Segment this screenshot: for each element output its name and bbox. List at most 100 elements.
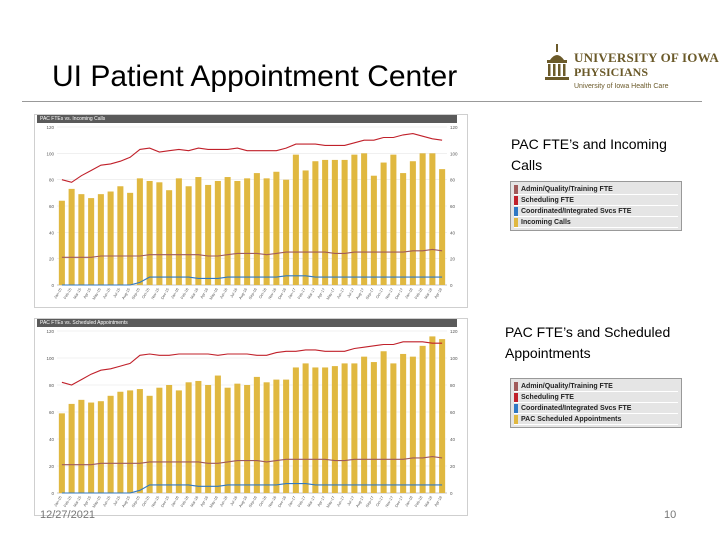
bar [185, 382, 192, 493]
bar [88, 198, 95, 285]
bar [351, 154, 358, 285]
y2-tick-label: 40 [450, 230, 456, 235]
bar [439, 169, 446, 285]
legend-label: Admin/Quality/Training FTE [521, 382, 613, 390]
x-tick-label: Mar-17 [307, 288, 316, 300]
bar [127, 390, 134, 493]
bar [361, 356, 368, 493]
x-tick-label: Feb-16 [180, 496, 189, 508]
bar [175, 178, 182, 285]
series-line [61, 275, 443, 286]
bar [322, 367, 329, 493]
bar [439, 339, 446, 493]
bar [263, 382, 270, 493]
legend-swatch [514, 403, 518, 413]
legend-swatch [514, 217, 518, 227]
y2-tick-label: 100 [450, 151, 458, 156]
bar [205, 184, 212, 285]
legend-item: Admin/Quality/Training FTE [514, 184, 678, 195]
bar [390, 154, 397, 285]
chart-title: PAC FTEs vs. Scheduled Appointments [37, 319, 457, 327]
bar [78, 194, 85, 285]
x-tick-label: Jun-15 [102, 496, 111, 508]
series-line [61, 248, 443, 258]
logo-healthcare-text: University of Iowa Health Care [574, 83, 669, 90]
series-line [61, 483, 443, 494]
bar [292, 367, 299, 493]
x-tick-label: Nov-15 [151, 288, 161, 301]
series-line [61, 341, 443, 386]
x-tick-label: Feb-17 [297, 496, 306, 508]
y2-tick-label: 120 [450, 329, 458, 334]
x-tick-label: Dec-15 [160, 288, 170, 301]
legend-label: PAC Scheduled Appointments [521, 415, 622, 423]
x-tick-label: Nov-17 [385, 288, 395, 301]
legend-swatch [514, 381, 518, 391]
bar [380, 162, 387, 285]
bar [419, 153, 426, 285]
legend-calls: Admin/Quality/Training FTE Scheduling FT… [510, 181, 682, 231]
y-tick-label: 60 [49, 410, 55, 415]
legend-item: Incoming Calls [514, 217, 678, 228]
x-tick-label: Sep-17 [365, 288, 375, 301]
x-tick-label: May-17 [326, 288, 336, 301]
x-tick-label: Dec-16 [277, 496, 287, 509]
y-tick-label: 100 [46, 356, 54, 361]
bar [351, 363, 358, 493]
x-tick-label: Jul-15 [113, 496, 122, 507]
y2-tick-label: 60 [450, 410, 456, 415]
bar [156, 182, 163, 285]
bar [175, 390, 182, 493]
legend-item: Coordinated/Integrated Svcs FTE [514, 403, 678, 414]
x-tick-label: Mar-17 [307, 496, 316, 508]
bar [136, 178, 143, 285]
bar [409, 161, 416, 285]
x-tick-label: Nov-15 [151, 496, 161, 509]
x-tick-label: Jan-15 [53, 288, 62, 300]
x-tick-label: Mar-16 [190, 288, 199, 300]
logo-physicians-text: PHYSICIANS [574, 65, 649, 79]
y2-tick-label: 0 [450, 283, 453, 288]
bar [312, 367, 319, 493]
bar [253, 376, 260, 493]
x-tick-label: Jul-17 [347, 496, 356, 507]
slide-date: 12/27/2021 [40, 509, 96, 521]
bar [97, 401, 104, 493]
x-tick-label: Oct-15 [141, 496, 150, 508]
chart-title: PAC FTEs vs. Incoming Calls [37, 115, 457, 123]
x-tick-label: Jun-17 [336, 496, 345, 508]
logo-university-text: UNIVERSITY OF IOWA [574, 50, 719, 65]
x-tick-label: Apr-15 [83, 288, 92, 300]
legend-swatch [514, 414, 518, 424]
y-tick-label: 120 [46, 329, 54, 334]
legend-label: Scheduling FTE [521, 196, 574, 204]
series-line [61, 133, 443, 183]
x-tick-label: Nov-16 [268, 496, 278, 509]
y-tick-label: 120 [46, 125, 54, 130]
x-tick-label: Nov-16 [268, 288, 278, 301]
slide-page-number: 10 [664, 509, 677, 521]
x-tick-label: Jul-16 [230, 496, 239, 507]
bar [234, 180, 241, 285]
bar [390, 363, 397, 493]
x-tick-label: Aug-15 [121, 288, 131, 301]
legend-swatch [514, 184, 518, 194]
caption-appointments: PAC FTE’s and Scheduled Appointments [505, 324, 671, 361]
legend-item: Coordinated/Integrated Svcs FTE [514, 206, 678, 217]
bar [312, 161, 319, 285]
x-tick-label: Apr-18 [434, 496, 443, 508]
y2-tick-label: 20 [450, 464, 456, 469]
x-tick-label: Dec-17 [394, 288, 404, 301]
x-tick-label: May-15 [92, 496, 102, 509]
bar [68, 188, 75, 285]
y-tick-label: 60 [49, 204, 55, 209]
legend-item: PAC Scheduled Appointments [514, 414, 678, 425]
bar [292, 154, 299, 285]
bar [214, 375, 221, 493]
x-tick-label: Jan-16 [170, 288, 179, 300]
chart-incoming-calls: PAC FTEs vs. Incoming Calls 0 0 20 20 40 40 60… [34, 114, 468, 308]
x-tick-label: Mar-18 [424, 288, 433, 300]
bar [78, 399, 85, 493]
bar [166, 385, 173, 493]
